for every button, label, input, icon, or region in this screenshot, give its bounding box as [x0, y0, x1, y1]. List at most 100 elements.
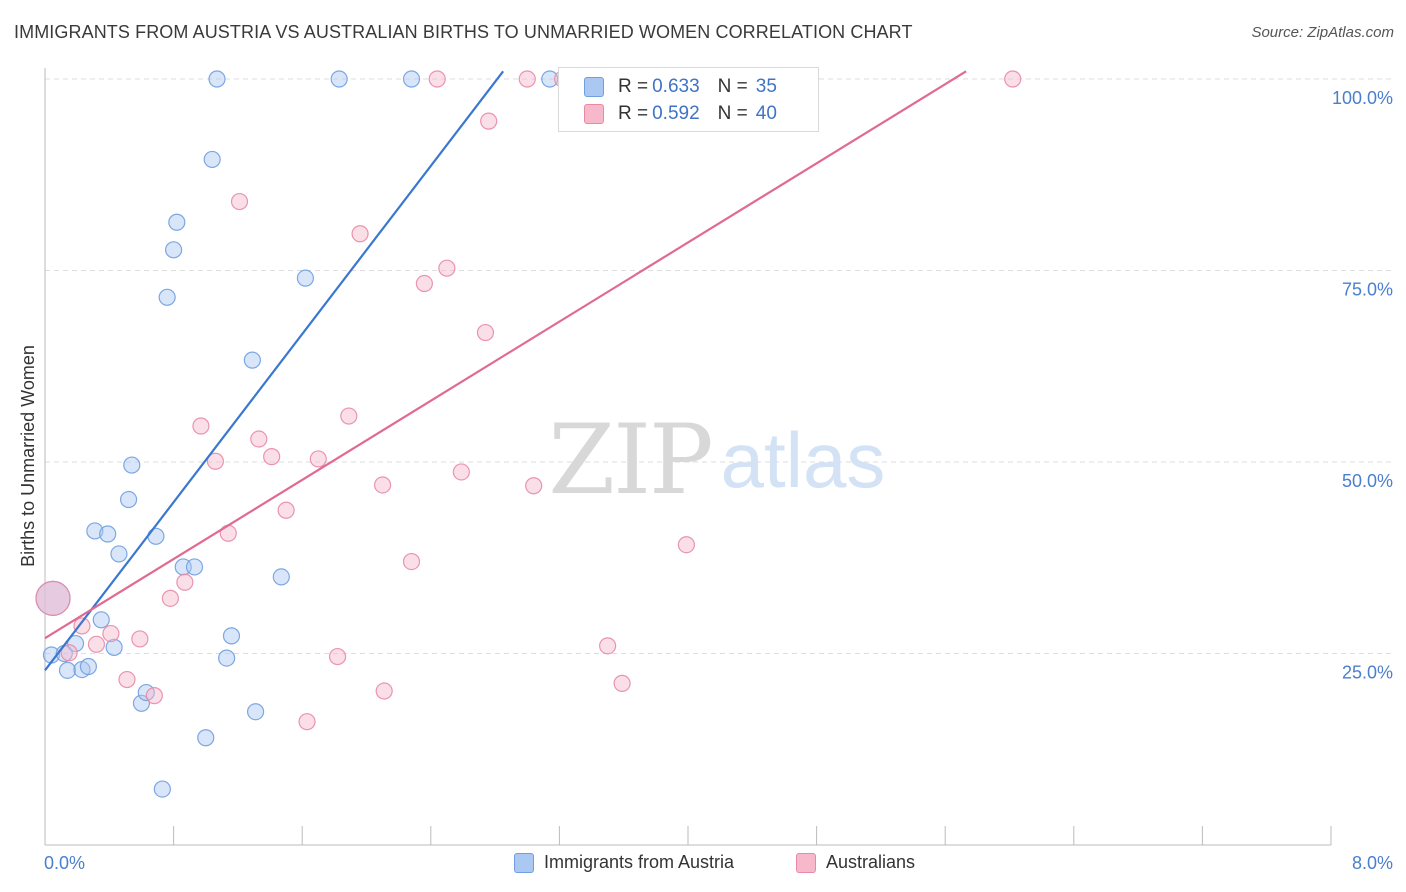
watermark-atlas: atlas: [721, 416, 886, 504]
data-point-australians: [60, 644, 78, 662]
legend-row-austria: R = 0.633 N = 35: [584, 75, 777, 99]
data-point-austria: [119, 490, 138, 509]
data-point-austria: [153, 780, 171, 798]
tick-labels: 25.0% 50.0% 75.0% 100.0% 0.0% 8.0% Births to U…: [18, 88, 1393, 873]
bottom-legend: Immigrants from Austria Australians: [0, 852, 1406, 878]
data-point-austria: [79, 657, 98, 676]
data-point-austria: [218, 649, 236, 667]
data-point-australians: [452, 463, 470, 481]
data-point-australians: [328, 647, 347, 666]
source-label: Source: ZipAtlas.com: [1251, 24, 1394, 41]
data-point-australians: [145, 687, 163, 705]
legend-item-australians: Australians: [796, 852, 915, 873]
legend-r-value: 0.633: [652, 76, 700, 97]
legend-swatch-austria: [514, 852, 534, 873]
data-point-australians: [250, 430, 268, 448]
data-point-australians: [309, 450, 327, 468]
legend-r-label: R =: [618, 103, 649, 124]
data-point-austria: [110, 545, 128, 563]
data-point-australians: [1004, 70, 1022, 88]
data-point-australians: [277, 501, 295, 519]
legend-row-australians: R = 0.592 N = 40: [584, 102, 777, 126]
y-tick-label: 50.0%: [1342, 471, 1393, 491]
legend-n-label: N =: [717, 103, 748, 124]
data-point-australians: [118, 670, 136, 689]
data-point-austria: [272, 568, 290, 586]
axes: [44, 68, 1332, 846]
data-point-australians: [428, 70, 446, 88]
data-point-australians: [87, 635, 106, 653]
grid-lines: [45, 78, 1395, 654]
data-point-austria: [197, 729, 215, 747]
data-point-australians: [206, 452, 224, 470]
y-axis-label: Births to Unmarried Women: [18, 345, 38, 567]
data-point-austria: [330, 70, 348, 88]
data-point-austria: [208, 70, 226, 88]
data-point-australians: [438, 259, 456, 277]
legend-label-austria: Immigrants from Austria: [544, 852, 735, 872]
data-point-austria: [92, 611, 110, 629]
x-tick-label: 0.0%: [44, 853, 85, 873]
y-tick-label: 75.0%: [1342, 280, 1393, 300]
legend-n-value: 40: [755, 103, 777, 124]
data-point-austria: [86, 522, 104, 540]
data-point-australians: [298, 713, 316, 731]
y-tick-label: 25.0%: [1342, 663, 1393, 683]
data-point-australians: [677, 536, 695, 554]
chart-title: IMMIGRANTS FROM AUSTRIA VS AUSTRALIAN BI…: [14, 22, 913, 42]
data-point-australians: [351, 225, 369, 243]
data-point-australians: [613, 674, 631, 692]
data-point-australians: [518, 70, 536, 88]
data-point-austria: [158, 288, 176, 306]
legend-swatch-australians: [584, 104, 604, 124]
data-point-austria: [132, 694, 151, 712]
data-point-austria: [222, 627, 241, 645]
watermark: ZIP atlas: [548, 404, 885, 516]
data-point-australians: [476, 323, 495, 342]
data-point-australians: [525, 477, 543, 495]
data-point-austria: [66, 634, 85, 653]
data-point-austria: [105, 638, 123, 656]
correlation-legend: R = 0.633 N = 35 R = 0.592 N = 40: [558, 67, 819, 132]
data-point-australians: [102, 624, 120, 643]
data-point-australians: [35, 580, 71, 616]
legend-label-australians: Australians: [826, 852, 916, 872]
data-point-australians: [131, 630, 149, 648]
data-point-austria: [147, 527, 165, 545]
legend-r-label: R =: [618, 76, 649, 97]
data-point-australians: [599, 637, 617, 655]
legend-swatch-australians: [796, 852, 816, 873]
data-point-austria: [123, 456, 141, 474]
data-point-austria: [185, 558, 204, 576]
data-point-australians: [402, 552, 421, 571]
legend-n-value: 35: [755, 76, 777, 97]
legend-n-label: N =: [717, 76, 748, 97]
y-tick-label: 100.0%: [1332, 88, 1393, 108]
data-point-australians: [161, 589, 179, 607]
data-point-austria: [165, 241, 183, 259]
data-point-australians: [263, 448, 281, 466]
data-point-austria: [203, 150, 221, 169]
data-point-austria: [246, 703, 265, 721]
data-point-australians: [340, 407, 358, 425]
data-point-austria: [296, 269, 315, 287]
legend-r-value: 0.592: [652, 103, 700, 124]
legend-swatch-austria: [584, 77, 604, 97]
data-point-austria: [243, 351, 261, 369]
watermark-zip: ZIP: [548, 404, 711, 516]
data-point-austria: [168, 213, 186, 231]
data-point-australians: [415, 274, 433, 293]
trend-lines: [44, 70, 967, 672]
legend-item-austria: Immigrants from Austria: [514, 852, 734, 873]
data-point-australians: [373, 476, 392, 494]
data-point-austria: [541, 70, 559, 88]
x-tick-label: 8.0%: [1352, 853, 1393, 873]
data-point-australians: [375, 682, 393, 700]
data-point-australians: [230, 192, 249, 211]
trend-line-austria: [44, 70, 505, 672]
trend-line-australians: [44, 70, 967, 640]
data-point-australians: [480, 112, 498, 130]
data-point-australians: [192, 417, 210, 435]
data-point-austria: [58, 661, 77, 679]
